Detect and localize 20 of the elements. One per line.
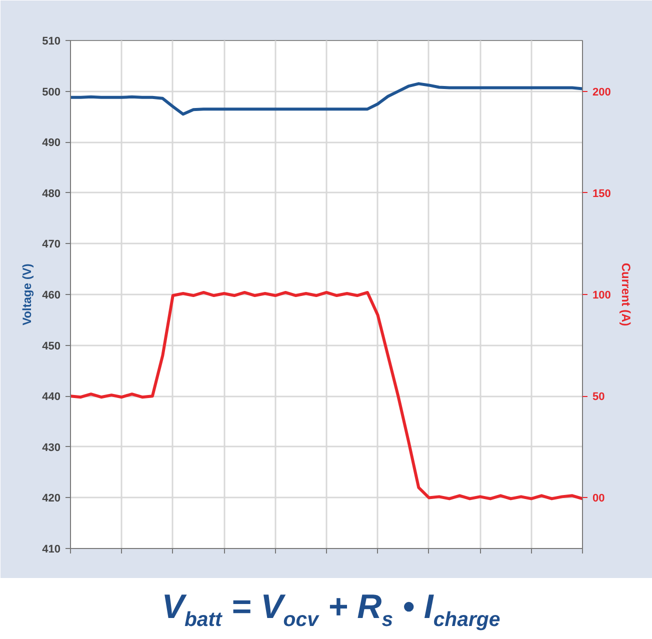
y2-tick-label: 00 — [592, 492, 605, 505]
line-series — [70, 82, 582, 116]
text: V$_{batt}$ = V$_{ocv}$ + R$_{s}$ • I$_{charge}$ — [160, 587, 502, 633]
y-tick-label: 450 — [42, 340, 61, 352]
y-tick-label: 500 — [42, 86, 61, 98]
y2-tick-label: 150 — [592, 188, 611, 200]
y-tick-label: 440 — [42, 391, 61, 404]
y2-tick-label: 50 — [592, 391, 605, 404]
y-tick-label: 410 — [42, 544, 61, 556]
y-axis-title: Voltage (V) — [20, 264, 34, 326]
y2-tick-label: 100 — [592, 290, 611, 302]
y2-axis-title: Current (A) — [618, 262, 633, 326]
y-tick-label: 420 — [42, 492, 61, 505]
y-tick-label: 490 — [42, 137, 61, 150]
y2-tick-label: 200 — [592, 86, 611, 98]
y-tick-label: 510 — [42, 36, 61, 48]
y-tick-label: 430 — [42, 442, 61, 454]
y-tick-label: 470 — [42, 238, 61, 251]
y-tick-label: 460 — [42, 290, 61, 302]
y-tick-label: 480 — [42, 188, 61, 200]
